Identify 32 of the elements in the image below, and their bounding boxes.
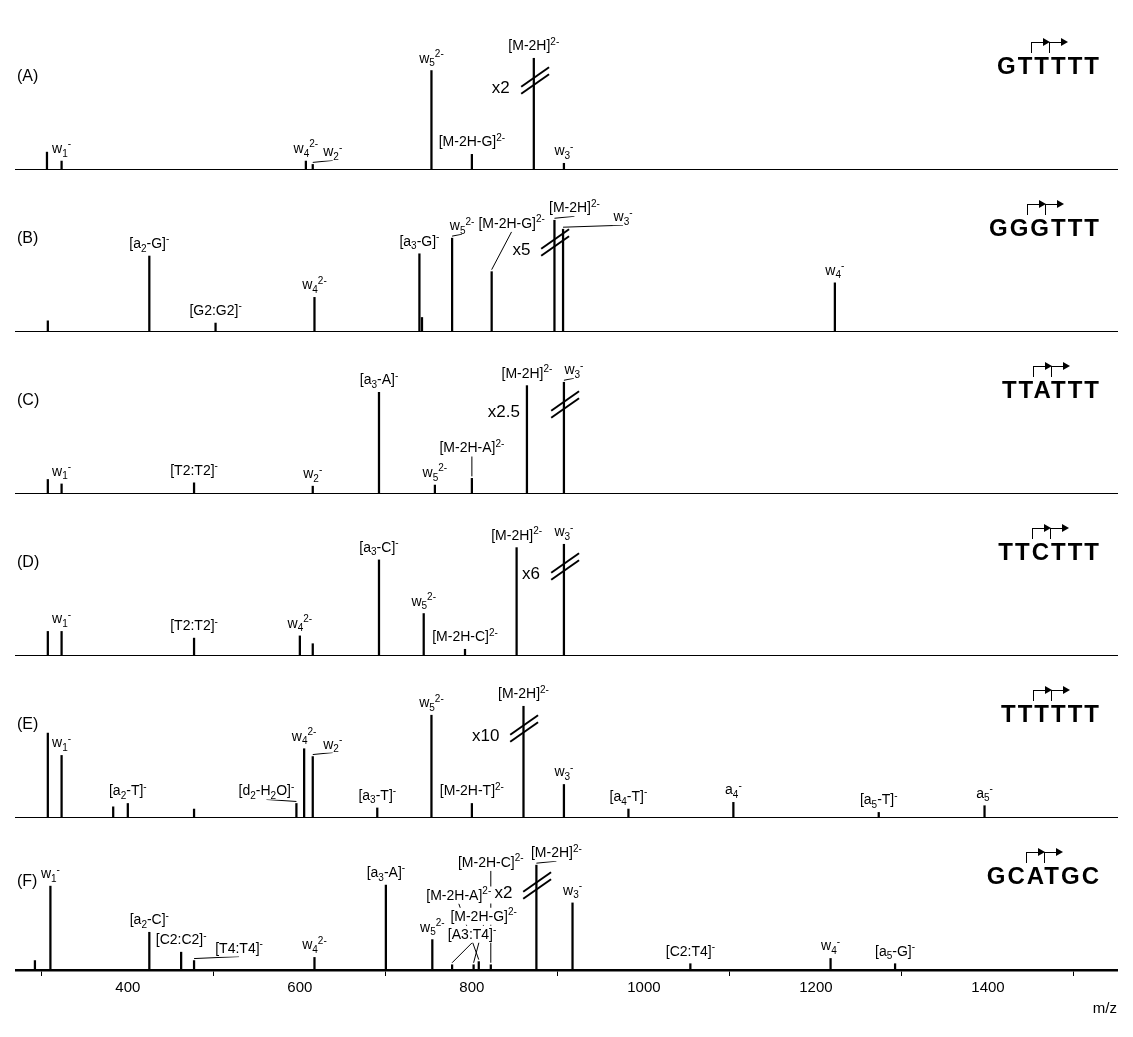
annotation: (D) <box>17 552 40 570</box>
annotation: GTTTTT <box>997 52 1101 80</box>
annotation: GGGTTT <box>989 214 1101 242</box>
annotation: [G2:G2]- <box>189 300 242 319</box>
annotation: x10 <box>472 725 500 745</box>
annotation: (E) <box>17 714 39 732</box>
annotation: (F) <box>17 872 38 890</box>
annotation: [A3:T4]- <box>447 924 497 942</box>
x-tick-label: 1000 <box>627 978 661 996</box>
x-tick-label: 1200 <box>799 978 833 996</box>
annotation: TTTTTT <box>1001 700 1101 728</box>
annotation: TTATTT <box>1001 376 1101 404</box>
annotation: [T4:T4]- <box>215 937 263 956</box>
x-tick-label: 800 <box>459 978 485 996</box>
x-axis-title: m/z <box>1092 999 1117 1017</box>
annotation: [C2:C2]- <box>155 929 207 948</box>
x-tick-label: 600 <box>287 978 313 996</box>
annotation: [T2:T2]- <box>170 615 218 634</box>
annotation: (C) <box>17 390 40 408</box>
x-tick-label: 1400 <box>971 978 1005 996</box>
annotation: TTCTTT <box>998 538 1101 566</box>
annotation: [C2:T4]- <box>665 941 715 959</box>
annotation: x2 <box>494 883 513 903</box>
annotation: x6 <box>521 563 540 583</box>
annotation: x2.5 <box>487 401 520 421</box>
annotation: x5 <box>512 239 531 259</box>
annotation: [T2:T2]- <box>170 460 218 478</box>
annotation: GCATGC <box>986 862 1101 890</box>
x-tick-label: 400 <box>115 978 141 996</box>
annotation: (B) <box>17 228 39 246</box>
annotation: x2 <box>491 77 510 97</box>
annotation: (A) <box>17 66 39 84</box>
